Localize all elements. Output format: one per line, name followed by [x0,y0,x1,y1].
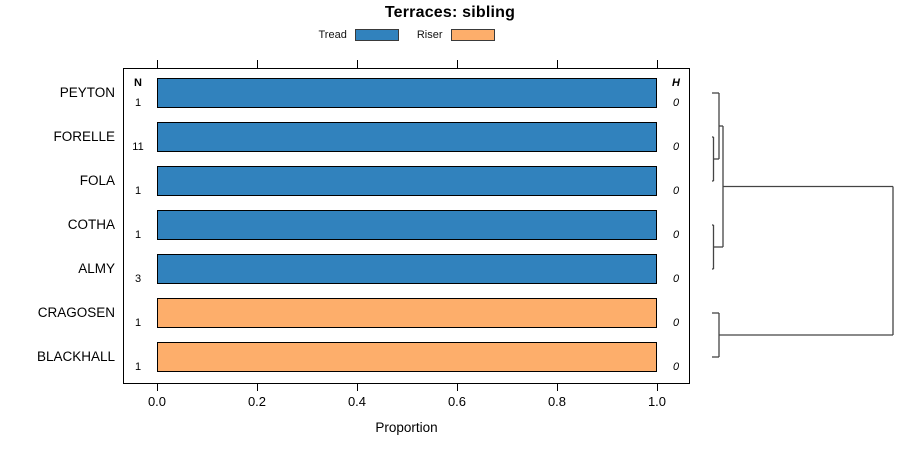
h-value: 0 [672,317,680,329]
n-value: 1 [134,317,142,329]
x-axis-tick-label: 0.6 [447,394,467,409]
proportion-bar [157,342,657,372]
h-value: 0 [672,229,680,241]
legend-swatch-icon [354,29,399,41]
proportion-bar [157,78,657,108]
legend: Tread Riser [123,26,690,44]
category-label: BLACKHALL [36,349,115,364]
x-axis-tick-top [557,60,558,68]
x-axis-title: Proportion [375,420,438,435]
x-axis-tick-bottom [457,384,458,391]
x-axis-tick-bottom [557,384,558,391]
n-value: 1 [134,361,142,373]
x-axis-tick-label: 0.2 [247,394,267,409]
legend-item-tread: Tread [319,29,399,41]
x-axis-tick-bottom [257,384,258,391]
x-axis-tick-top [157,60,158,68]
proportion-bar [157,166,657,196]
category-label: ALMY [78,261,115,276]
legend-item-riser: Riser [417,29,495,41]
category-label: FOLA [79,173,115,188]
proportion-bar [157,122,657,152]
x-axis-tick-top [257,60,258,68]
n-column-header: N [134,77,142,89]
legend-swatch-icon [450,29,495,41]
x-axis-tick-bottom [157,384,158,391]
x-axis-tick-top [657,60,658,68]
category-label: COTHA [67,217,115,232]
x-axis-tick-top [457,60,458,68]
x-axis-tick-label: 1.0 [647,394,667,409]
dendrogram [712,92,894,358]
legend-label: Riser [416,29,443,41]
n-value: 1 [134,229,142,241]
x-axis-tick-bottom [357,384,358,391]
h-value: 0 [672,185,680,197]
h-value: 0 [672,361,680,373]
n-value: 11 [132,141,144,153]
category-label: CRAGOSEN [37,305,115,320]
proportion-bar [157,210,657,240]
n-value: 3 [134,273,142,285]
proportion-bar [157,298,657,328]
x-axis-tick-label: 0.8 [547,394,567,409]
legend-label: Tread [318,29,347,41]
x-axis-tick-label: 0.4 [347,394,367,409]
h-value: 0 [672,273,680,285]
h-value: 0 [672,97,680,109]
category-label: PEYTON [59,85,115,100]
proportion-bar [157,254,657,284]
h-column-header: H [672,77,680,89]
h-value: 0 [672,141,680,153]
n-value: 1 [134,97,142,109]
x-axis-tick-top [357,60,358,68]
chart-title: Terraces: sibling [384,4,516,21]
category-label: FORELLE [53,129,115,144]
x-axis-tick-bottom [657,384,658,391]
n-value: 1 [134,185,142,197]
x-axis-tick-label: 0.0 [147,394,167,409]
